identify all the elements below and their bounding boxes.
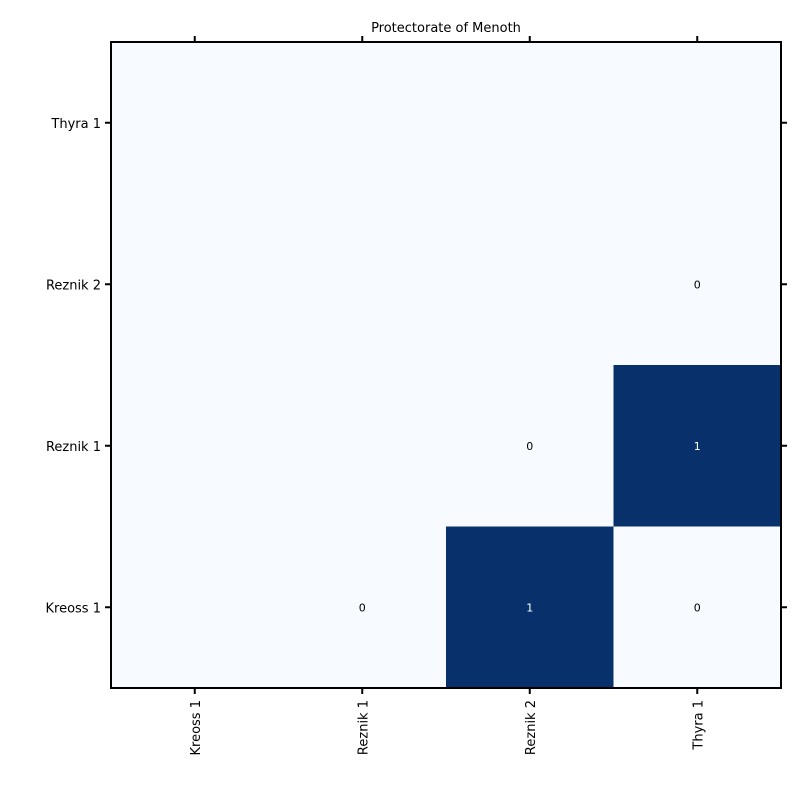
ytick-label-reznik-2: Reznik 2 — [46, 278, 101, 293]
cell-label-kreoss-1-reznik-1: 0 — [359, 601, 366, 614]
cell-value-labels: 0 1 0 0 1 0 — [359, 278, 701, 614]
chart-title: Protectorate of Menoth — [371, 21, 521, 36]
ytick-label-reznik-1: Reznik 1 — [46, 440, 101, 455]
heatmap-cells — [278, 203, 781, 688]
cell-label-reznik-1-reznik-2: 0 — [526, 440, 533, 453]
axis-ticks: Kreoss 1 Reznik 1 Reznik 2 Thyra 1 Kreoss 1 R… — [46, 36, 787, 756]
xtick-label-kreoss-1: Kreoss 1 — [189, 700, 204, 756]
cell-kreoss-1-thyra-1 — [613, 526, 781, 688]
cell-kreoss-1-reznik-2 — [446, 526, 614, 688]
xtick-label-thyra-1: Thyra 1 — [691, 700, 706, 751]
cell-label-reznik-2-thyra-1: 0 — [694, 278, 701, 291]
cell-kreoss-1-reznik-1 — [278, 526, 446, 688]
ytick-label-kreoss-1: Kreoss 1 — [46, 601, 102, 616]
cell-reznik-2-thyra-1 — [613, 203, 781, 365]
xtick-label-reznik-2: Reznik 2 — [524, 700, 539, 755]
cell-label-kreoss-1-thyra-1: 0 — [694, 601, 701, 614]
cell-reznik-1-thyra-1 — [613, 365, 781, 527]
xtick-label-reznik-1: Reznik 1 — [356, 700, 371, 755]
cell-reznik-1-reznik-2 — [446, 365, 614, 527]
cell-label-reznik-1-thyra-1: 1 — [694, 440, 701, 453]
ytick-label-thyra-1: Thyra 1 — [50, 117, 101, 132]
plot-frame — [110, 41, 782, 689]
cell-label-kreoss-1-reznik-2: 1 — [526, 601, 533, 614]
